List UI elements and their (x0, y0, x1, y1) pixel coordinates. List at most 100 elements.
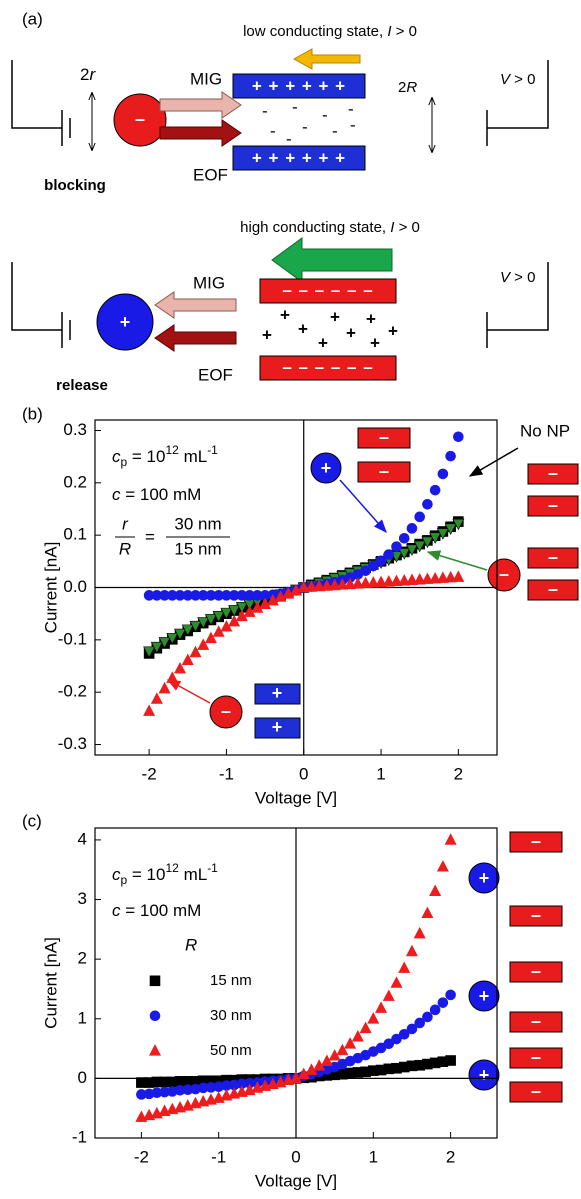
particle-state: blocking (44, 177, 106, 194)
data-point (150, 641, 163, 654)
pointer-arrow (468, 447, 519, 477)
panel-a-bottom: high conducting state, I > 0 + release M… (11, 219, 549, 394)
ion: - (332, 121, 338, 140)
data-point (429, 484, 441, 496)
data-point (158, 681, 171, 694)
data-point (181, 653, 194, 666)
wall-icon (357, 461, 411, 483)
wall-sign: – (531, 905, 541, 925)
particle-icon (487, 558, 521, 592)
annotation: cp = 1012 mL-1 (112, 443, 218, 469)
counter-ions: + + + + + + + + + (262, 305, 398, 352)
data-point (436, 571, 449, 583)
data-point (405, 944, 418, 957)
data-point (274, 590, 287, 602)
pore-size-label: 2R (398, 79, 417, 96)
particle-icon (468, 1059, 500, 1091)
data-point (344, 577, 357, 590)
wall-sign: – (548, 463, 558, 483)
wall-icon (509, 1011, 563, 1033)
data-point (414, 1017, 425, 1029)
data-point (359, 1021, 372, 1034)
data-point (320, 579, 333, 591)
data-point (367, 1012, 380, 1024)
wall-icon (254, 683, 301, 705)
data-point (406, 523, 418, 534)
legend-label: 15 nm (210, 972, 252, 989)
legend-title: R (185, 935, 197, 954)
data-point (391, 541, 402, 552)
pointer-arrow (339, 479, 387, 534)
data-point (405, 573, 418, 585)
wall-icon (527, 579, 579, 601)
counter-ions: - - - - - - - - - (262, 97, 356, 148)
data-point (444, 570, 457, 583)
wall-icon (509, 831, 563, 853)
wall-charge: + + + + + + (252, 76, 346, 95)
annotation: R (119, 539, 131, 558)
size-label: 2r (80, 65, 96, 84)
data-point (166, 671, 179, 683)
state-title: low conducting state, I > 0 (243, 23, 417, 40)
data-point (390, 574, 403, 587)
data-point (398, 574, 411, 586)
data-point (398, 1028, 410, 1040)
panel-label: (c) (22, 811, 42, 830)
x-tick-label: -1 (219, 764, 234, 783)
y-tick-label: 0.0 (63, 577, 87, 596)
data-point (375, 1001, 388, 1013)
data-point (429, 532, 442, 544)
pore-wall (259, 355, 397, 381)
data-point (444, 833, 457, 845)
data-point (421, 572, 434, 584)
data-point (220, 607, 233, 620)
wall-sign: – (548, 579, 558, 599)
x-tick-label: -2 (134, 1147, 149, 1166)
data-point (174, 628, 187, 641)
ion: + (346, 323, 356, 342)
y-tick-label: -0.2 (58, 682, 87, 701)
data-point (421, 906, 434, 919)
x-tick-label: 1 (376, 764, 385, 783)
y-tick-label: 4 (78, 829, 87, 848)
ion: + (370, 333, 380, 352)
data-point (212, 610, 225, 623)
wall-sign: + (272, 717, 283, 737)
data-point (382, 575, 395, 587)
wall-icon (527, 547, 579, 569)
data-point (181, 624, 194, 637)
mig-label: MIG (190, 69, 222, 88)
voltage-label: V > 0 (500, 269, 535, 286)
wall-sign: – (531, 1047, 541, 1067)
data-point (444, 523, 457, 535)
y-tick-label: -0.1 (58, 629, 87, 648)
legend-marker (149, 975, 161, 987)
wall-sign: – (531, 961, 541, 981)
y-axis-label: Current [nA] (41, 542, 60, 634)
voltage-label: V > 0 (500, 71, 535, 88)
data-point (235, 602, 248, 614)
pore-wall (259, 278, 397, 304)
ion: + (262, 325, 272, 344)
wall-sign: – (531, 1011, 541, 1031)
wall-charge: + + + + + + (252, 148, 346, 167)
x-tick-label: -1 (211, 1147, 226, 1166)
data-point (391, 1033, 402, 1045)
data-point (204, 614, 217, 626)
eof-label: EOF (193, 165, 228, 184)
mig-label: MIG (193, 273, 225, 292)
data-point (452, 570, 465, 582)
data-point (336, 578, 349, 590)
data-point (445, 1055, 456, 1066)
wall-sign: – (379, 427, 389, 447)
data-point (375, 575, 388, 588)
ion: + (330, 307, 340, 326)
particle-sign: – (135, 109, 145, 129)
annotation: c = 100 mM (112, 901, 201, 920)
data-point (305, 580, 318, 592)
pore-wall (232, 73, 366, 99)
y-axis-label: Current [nA] (41, 937, 60, 1029)
data-point (174, 661, 187, 674)
data-point (166, 632, 179, 645)
wall-icon (509, 1081, 563, 1103)
